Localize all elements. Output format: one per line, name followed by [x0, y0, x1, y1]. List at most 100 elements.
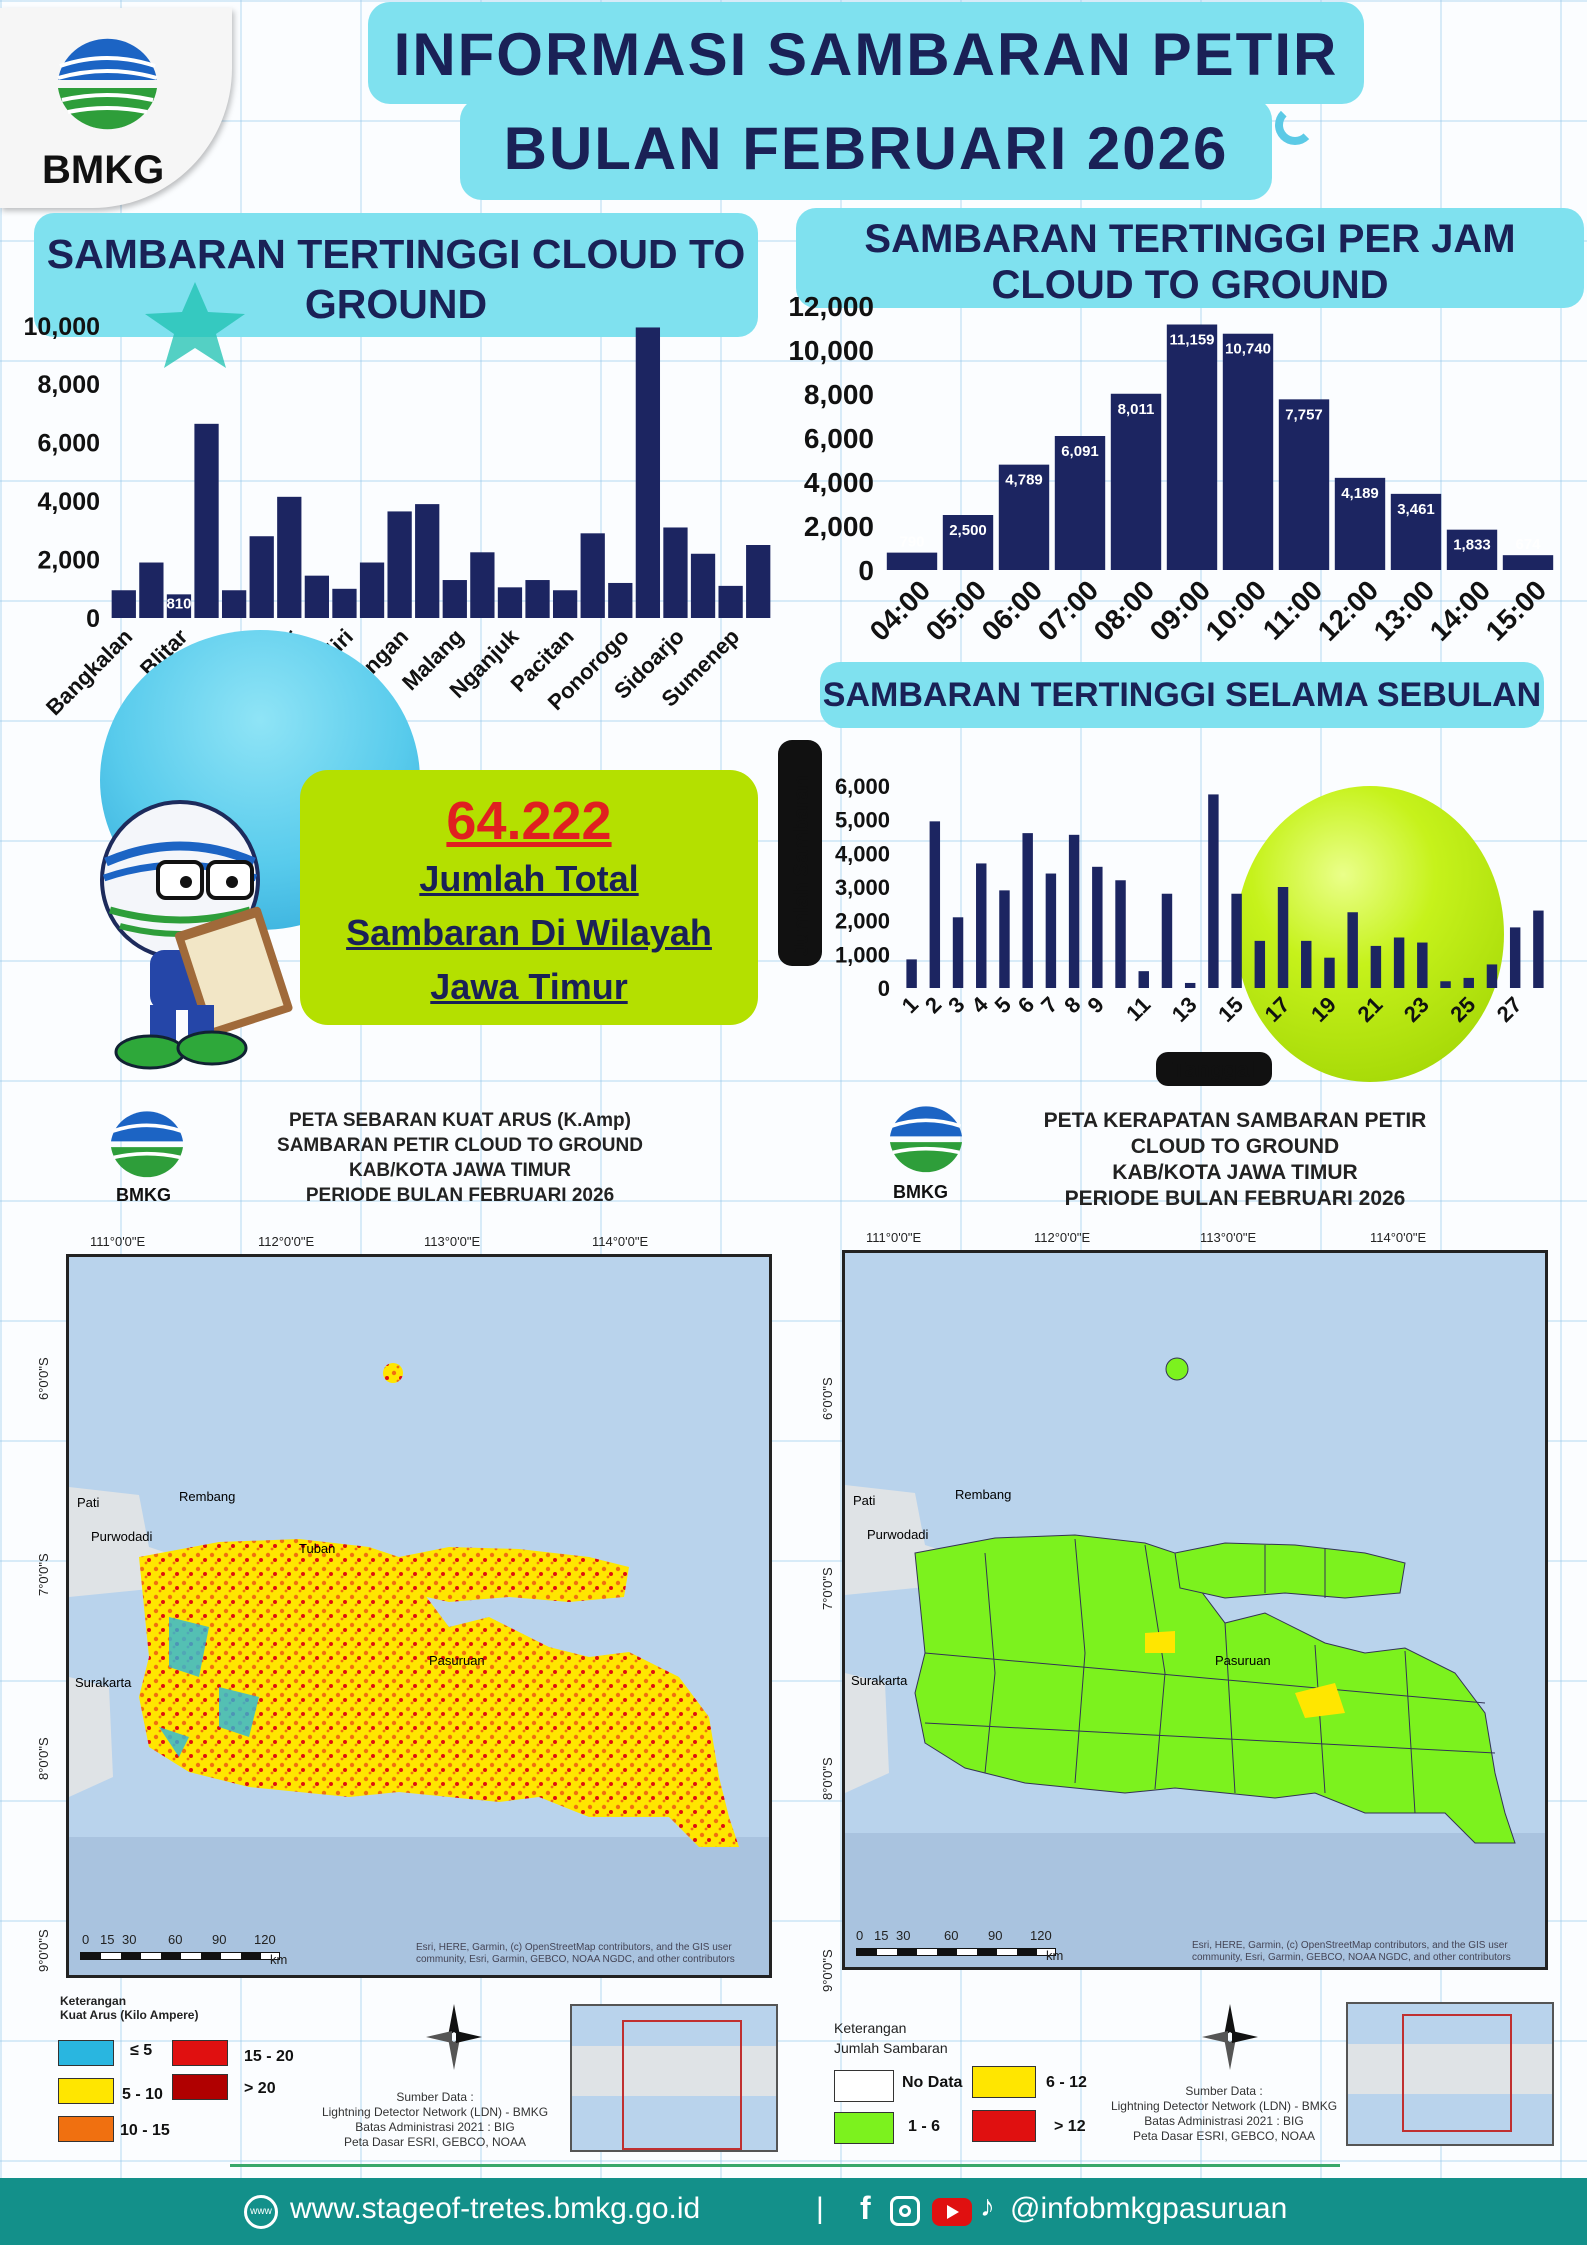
- svg-text:Rembang: Rembang: [179, 1489, 235, 1504]
- map-right-scale-60: 60: [944, 1928, 959, 1943]
- bar: [139, 562, 164, 618]
- map-right-source-1: Sumber Data :: [1185, 2084, 1263, 2098]
- north-arrow-left-icon: [426, 2004, 482, 2070]
- bar: [635, 327, 661, 618]
- map-right-scale-0: 0: [856, 1928, 864, 1943]
- legend-left-label-3: 5 - 10: [122, 2086, 163, 2103]
- y-tick-label: 2,000: [37, 546, 100, 574]
- legend-left-swatch-1: [58, 2040, 114, 2066]
- youtube-icon[interactable]: [932, 2198, 972, 2226]
- map-left-current[interactable]: Pati Rembang Purwodadi Surakarta Pasurua…: [66, 1254, 772, 1978]
- map-right-scale-15: 15: [874, 1928, 889, 1943]
- data-label: 674: [1515, 536, 1541, 553]
- bar: [194, 423, 219, 618]
- legend-left-title-1: Keterangan: [60, 1994, 127, 2008]
- section-title-hourly: SAMBARAN TERTINGGI PER JAM CLOUD TO GROU…: [796, 208, 1584, 308]
- y-tick-label: 6,000: [804, 423, 874, 454]
- map-left-source-2: Lightning Detector Network (LDN) - BMKG: [321, 2105, 549, 2119]
- x-tick-label: 9: [1083, 992, 1109, 1018]
- map-left-scale-15: 15: [100, 1932, 115, 1947]
- svg-text:Pati: Pati: [77, 1495, 100, 1510]
- facebook-icon[interactable]: f: [860, 2190, 871, 2226]
- bar: [663, 527, 688, 618]
- svg-text:Rembang: Rembang: [955, 1487, 1011, 1502]
- tiktok-icon[interactable]: ♪: [980, 2190, 995, 2223]
- globe-icon: www: [244, 2195, 278, 2229]
- legend-left-swatch-3: [58, 2078, 114, 2104]
- x-tick-label: 15:00: [1480, 574, 1553, 647]
- x-tick-label: 5: [990, 992, 1016, 1018]
- map-left-attribution: Esri, HERE, Garmin, (c) OpenStreetMap co…: [416, 1942, 735, 1965]
- y-tick-label: 4,000: [835, 841, 890, 866]
- x-tick-label: 6: [1013, 992, 1039, 1018]
- footer-divider: |: [816, 2192, 824, 2225]
- bar: [1370, 945, 1382, 988]
- y-tick-label: 6,000: [37, 430, 100, 458]
- x-tick-label: 13: [1167, 992, 1202, 1027]
- map-right-lat-4: 9°0'0"S: [820, 1949, 835, 1992]
- bmkg-logo-left-text: BMKG: [116, 1185, 171, 1205]
- y-tick-label: 8,000: [804, 379, 874, 410]
- y-tick-label: 2,000: [835, 909, 890, 934]
- chart-region: 02,0004,0006,0008,00010,000Bangkalan810B…: [24, 313, 771, 731]
- bar: [976, 863, 987, 988]
- bar: [552, 590, 578, 618]
- bmkg-logo-left-icon: [111, 1111, 183, 1178]
- y-axis-label-pill: [778, 740, 822, 966]
- legend-left-swatch-5: [58, 2116, 114, 2142]
- x-tick-label: 13:00: [1368, 574, 1441, 647]
- y-tick-label: 10,000: [24, 313, 100, 341]
- map-right-source-4: Peta Dasar ESRI, GEBCO, NOAA: [1132, 2129, 1316, 2143]
- bar: [1509, 927, 1521, 988]
- x-tick-label: 14:00: [1424, 574, 1497, 647]
- bmkg-logo-right-text: BMKG: [893, 1182, 948, 1202]
- x-tick-label: 08:00: [1088, 574, 1161, 647]
- bar: [580, 533, 605, 618]
- map-right-lat-1: 6°0'0"S: [820, 1377, 835, 1420]
- x-axis-label: Tanggal: [1173, 1057, 1256, 1082]
- footer-social-handle[interactable]: @infobmkgpasuruan: [1010, 2192, 1288, 2225]
- bar: [1393, 937, 1405, 988]
- x-tick-label: 3: [943, 992, 969, 1018]
- total-strikes-value: 64.222: [446, 791, 612, 851]
- map-left-title-1: PETA SEBARAN KUAT ARUS (K.Amp): [289, 1110, 631, 1131]
- y-tick-label: 4,000: [37, 488, 100, 516]
- map-right-title-2: CLOUD TO GROUND: [1130, 1135, 1340, 1158]
- legend-right-title-1: Keterangan: [834, 2020, 907, 2036]
- legend-left-label-2: 15 - 20: [244, 2048, 294, 2065]
- data-label: 2,500: [949, 522, 987, 539]
- data-label: 4,189: [1341, 485, 1379, 502]
- x-tick-label: 17: [1260, 992, 1295, 1027]
- bar: [387, 511, 412, 618]
- y-tick-label: 2,000: [804, 511, 874, 542]
- footer-divider-line: [230, 2164, 1340, 2167]
- bmkg-logo-icon: [57, 38, 158, 130]
- bar: [442, 580, 467, 618]
- legend-left-label-4: > 20: [244, 2080, 276, 2097]
- x-tick-label: 09:00: [1144, 574, 1217, 647]
- footer-bar: www www.stageof-tretes.bmkg.go.id | f ♪ …: [0, 2178, 1587, 2245]
- bar: [746, 545, 771, 618]
- map-left-scale-bar: [80, 1952, 280, 1960]
- x-tick-label: 12:00: [1312, 574, 1385, 647]
- footer-website-link[interactable]: www.stageof-tretes.bmkg.go.id: [290, 2192, 701, 2225]
- bar: [249, 536, 274, 618]
- map-left-scale-90: 90: [212, 1932, 227, 1947]
- legend-left-swatch-2: [172, 2040, 228, 2066]
- bmkg-logo-card: BMKG: [0, 8, 232, 208]
- legend-right-label-1: No Data: [902, 2074, 963, 2091]
- bar: [929, 821, 941, 988]
- bar: [1115, 880, 1126, 988]
- instagram-icon[interactable]: [890, 2196, 920, 2226]
- svg-text:Purwodadi: Purwodadi: [867, 1527, 929, 1542]
- map-right-density[interactable]: Pati Rembang Purwodadi Surakarta Pasurua…: [842, 1250, 1548, 1970]
- map-left-scale-120: 120: [254, 1932, 276, 1947]
- map-right-source-2: Lightning Detector Network (LDN) - BMKG: [1110, 2099, 1338, 2113]
- map-right-lon-2: 112°0'0"E: [1034, 1230, 1091, 1245]
- bar: [1446, 529, 1498, 570]
- svg-text:Surakarta: Surakarta: [75, 1675, 132, 1690]
- x-tick-label: 10:00: [1200, 574, 1273, 647]
- map-right-lat-3: 8°0'0"S: [820, 1757, 835, 1800]
- bar: [718, 585, 743, 618]
- map-left-scale-unit: km: [270, 1952, 288, 1967]
